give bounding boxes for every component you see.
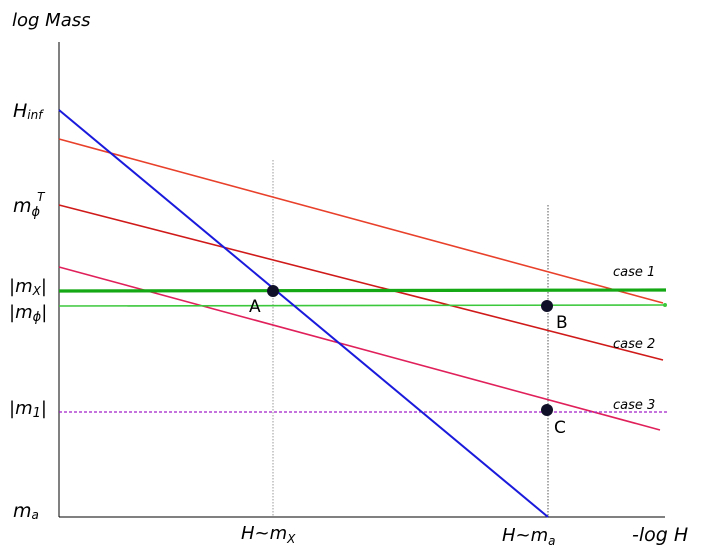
y-label-m-phi-t: mϕT	[13, 190, 46, 220]
mphi-green-line	[58, 304, 667, 307]
green-line-end-dot	[663, 303, 667, 307]
point-c-label: C	[554, 418, 566, 438]
point-b-label: B	[556, 313, 568, 333]
mx-green-line	[58, 288, 667, 293]
y-label-m-1: |m1|	[9, 398, 47, 421]
y-label-m-phi: |mϕ|	[9, 302, 47, 325]
case-2-label: case 2	[613, 337, 655, 352]
point-a-label: A	[249, 297, 261, 317]
x-label-h-ma: H~ma	[502, 525, 556, 546]
x-label-h-mx: H~mX	[241, 523, 296, 546]
case-1-label: case 1	[613, 265, 655, 280]
point-a-dot	[267, 285, 279, 297]
hubble-blue-line	[58, 109, 549, 518]
x-axis-title: -log H	[632, 524, 688, 546]
case-3-label: case 3	[613, 398, 655, 413]
y-label-m-x: |mX|	[9, 276, 47, 298]
red-line-lower	[58, 266, 661, 431]
point-b-dot	[541, 300, 553, 312]
y-label-m-a: ma	[13, 500, 39, 522]
y-axis-title: log Mass	[12, 10, 90, 31]
y-label-h-inf: Hinf	[13, 100, 44, 122]
red-line-middle	[58, 204, 664, 361]
red-line-upper	[58, 138, 664, 304]
point-c-dot	[541, 404, 553, 416]
